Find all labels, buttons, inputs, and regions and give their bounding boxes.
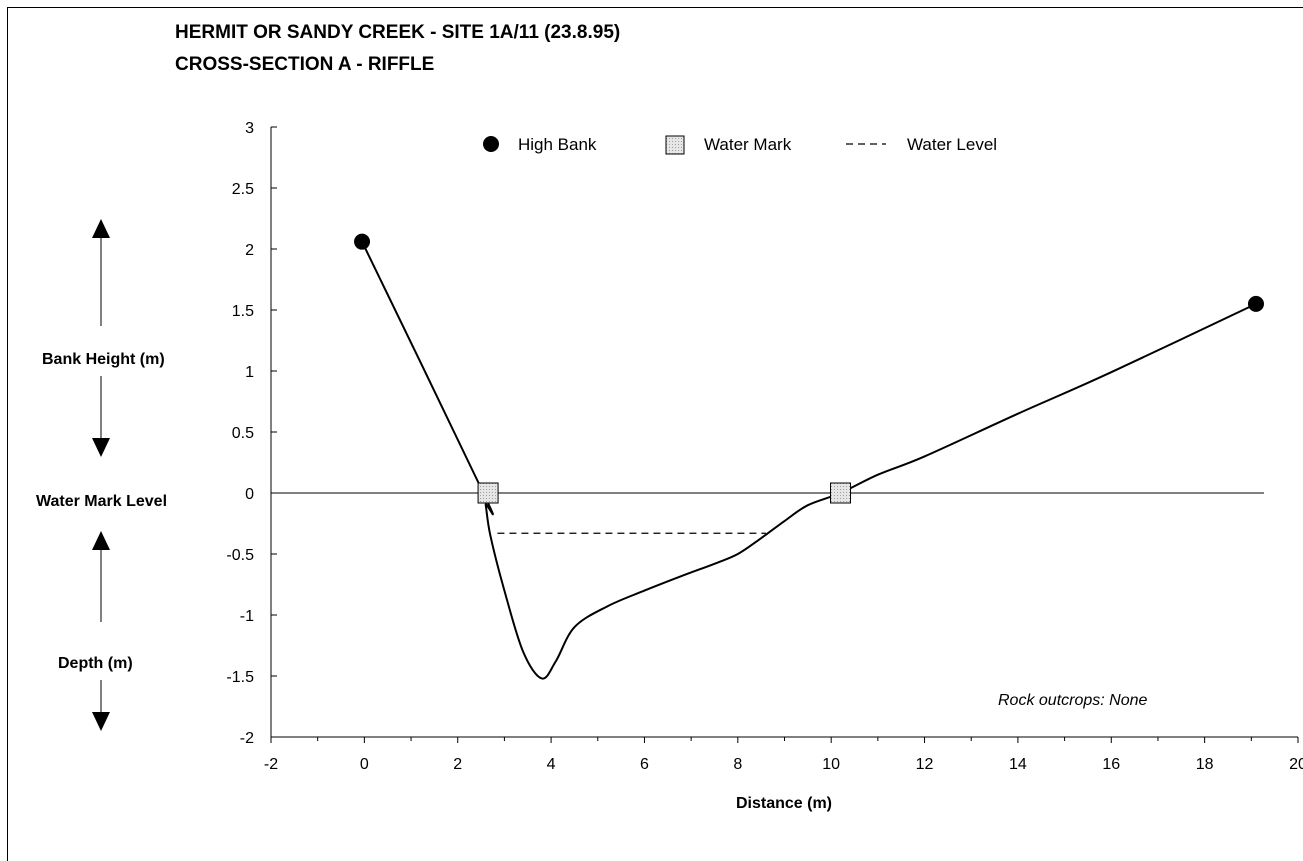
y-tick-label: -2	[240, 730, 254, 747]
legend-water-mark-label: Water Mark	[704, 135, 792, 154]
water-mark-level-label: Water Mark Level	[36, 493, 167, 510]
x-tick-label: 4	[547, 756, 556, 773]
y-tick-label: -0.5	[226, 547, 254, 564]
legend-high-bank-label: High Bank	[518, 135, 597, 154]
y-tick-label: 0.5	[232, 425, 254, 442]
rock-outcrops-note: Rock outcrops: None	[998, 692, 1148, 709]
x-tick-label: 0	[360, 756, 369, 773]
x-tick-label: 2	[453, 756, 462, 773]
y-tick-label: 2	[245, 242, 254, 259]
legend-water-level-label: Water Level	[907, 135, 997, 154]
depth-arrow-down-head	[92, 712, 110, 731]
y-tick-label: 3	[245, 120, 254, 137]
bed-profile-line	[361, 241, 1257, 680]
y-tick-label: -1.5	[226, 669, 254, 686]
bank-height-arrow-up-head	[92, 219, 110, 238]
side-annotations: Bank Height (m) Water Mark Level Depth (…	[36, 219, 167, 731]
x-axis-label: Distance (m)	[736, 795, 832, 812]
plot-area	[271, 233, 1264, 680]
x-tick-label: 20	[1289, 756, 1303, 773]
water-mark-point	[477, 482, 499, 504]
x-tick-label: -2	[264, 756, 278, 773]
legend: High Bank Water Mark Water Level	[483, 135, 997, 155]
x-tick-label: 18	[1196, 756, 1214, 773]
x-tick-label: 10	[822, 756, 840, 773]
legend-water-mark-marker	[665, 135, 685, 155]
bank-height-arrow-down-head	[92, 438, 110, 457]
x-tick-label: 16	[1102, 756, 1120, 773]
x-tick-label: 6	[640, 756, 649, 773]
high-bank-point	[354, 233, 371, 250]
water-mark-point	[830, 482, 852, 504]
depth-label: Depth (m)	[58, 655, 133, 672]
chart-title-line-1: HERMIT OR SANDY CREEK - SITE 1A/11 (23.8…	[175, 22, 620, 43]
bank-height-label: Bank Height (m)	[42, 351, 165, 368]
y-tick-label: 1.5	[232, 303, 254, 320]
chart-title-line-2: CROSS-SECTION A - RIFFLE	[175, 54, 434, 75]
y-tick-label: 2.5	[232, 181, 254, 198]
x-tick-label: 14	[1009, 756, 1027, 773]
x-tick-label: 8	[733, 756, 742, 773]
y-tick-label: 1	[245, 364, 254, 381]
legend-high-bank-marker	[483, 136, 499, 152]
y-tick-label: 0	[245, 486, 254, 503]
axes: -2 -1.5 -1 -0.5 0 0.5 1 1.5 2 2.5 3 -2 0 2 4 6 8 10 12 14 16…	[226, 120, 1303, 773]
high-bank-point	[1247, 295, 1264, 312]
x-tick-label: 12	[916, 756, 934, 773]
depth-arrow-up-head	[92, 531, 110, 550]
y-tick-label: -1	[240, 608, 254, 625]
chart-frame	[7, 7, 1303, 861]
